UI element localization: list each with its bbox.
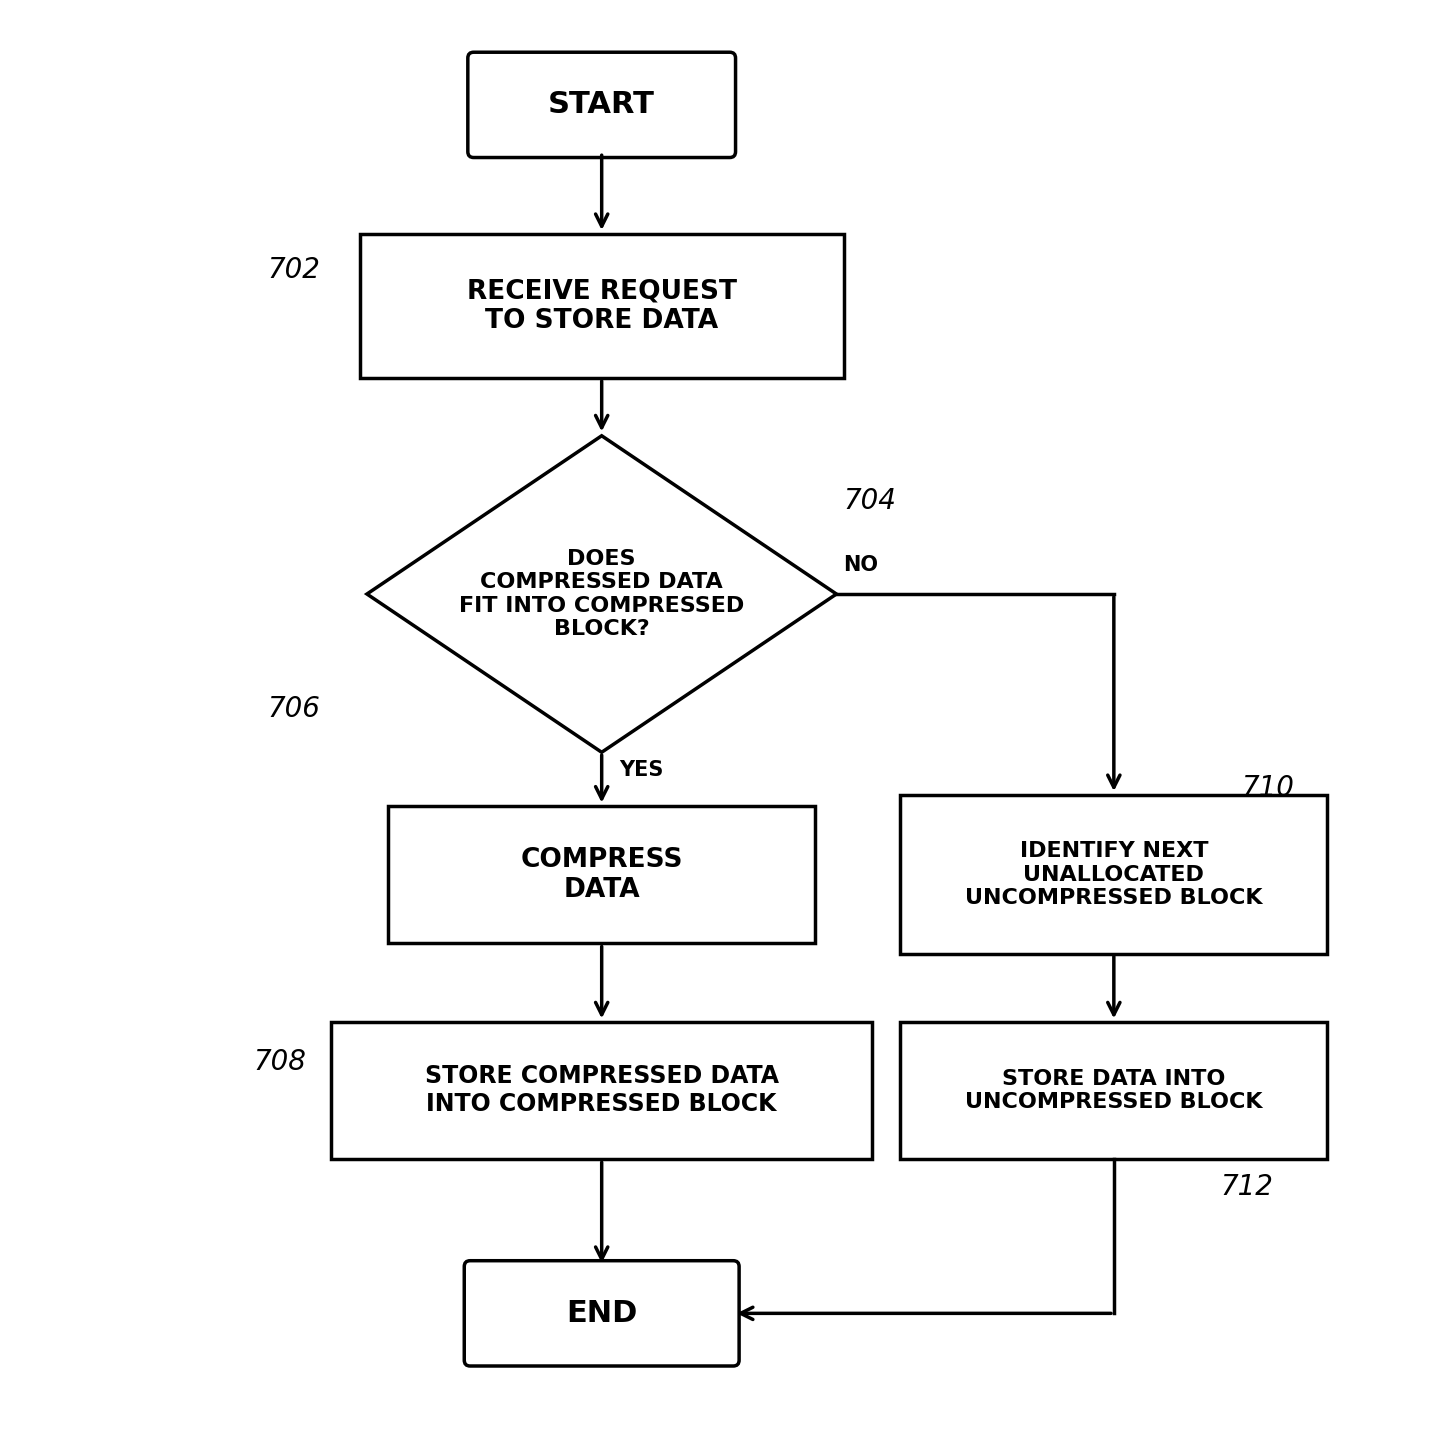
- FancyBboxPatch shape: [464, 1260, 738, 1366]
- Text: 712: 712: [1221, 1172, 1274, 1201]
- Text: START: START: [548, 90, 655, 119]
- Text: 708: 708: [253, 1048, 306, 1075]
- Text: RECEIVE REQUEST
TO STORE DATA: RECEIVE REQUEST TO STORE DATA: [467, 278, 737, 334]
- Text: DOES
COMPRESSED DATA
FIT INTO COMPRESSED
BLOCK?: DOES COMPRESSED DATA FIT INTO COMPRESSED…: [459, 550, 744, 638]
- Text: END: END: [567, 1299, 637, 1328]
- Text: 704: 704: [843, 486, 896, 515]
- Text: 710: 710: [1242, 774, 1295, 802]
- Text: 706: 706: [268, 695, 321, 724]
- Text: STORE DATA INTO
UNCOMPRESSED BLOCK: STORE DATA INTO UNCOMPRESSED BLOCK: [964, 1069, 1262, 1111]
- Bar: [359, 234, 843, 378]
- Bar: [332, 1022, 871, 1159]
- Bar: [388, 806, 816, 943]
- Polygon shape: [366, 436, 837, 752]
- Text: IDENTIFY NEXT
UNALLOCATED
UNCOMPRESSED BLOCK: IDENTIFY NEXT UNALLOCATED UNCOMPRESSED B…: [964, 841, 1262, 907]
- Text: YES: YES: [618, 760, 663, 780]
- Text: NO: NO: [843, 556, 879, 576]
- Text: STORE COMPRESSED DATA
INTO COMPRESSED BLOCK: STORE COMPRESSED DATA INTO COMPRESSED BL…: [425, 1065, 778, 1116]
- Bar: [900, 796, 1327, 954]
- Text: COMPRESS
DATA: COMPRESS DATA: [521, 846, 683, 903]
- Bar: [900, 1022, 1327, 1159]
- FancyBboxPatch shape: [468, 52, 736, 158]
- Text: 702: 702: [268, 256, 321, 284]
